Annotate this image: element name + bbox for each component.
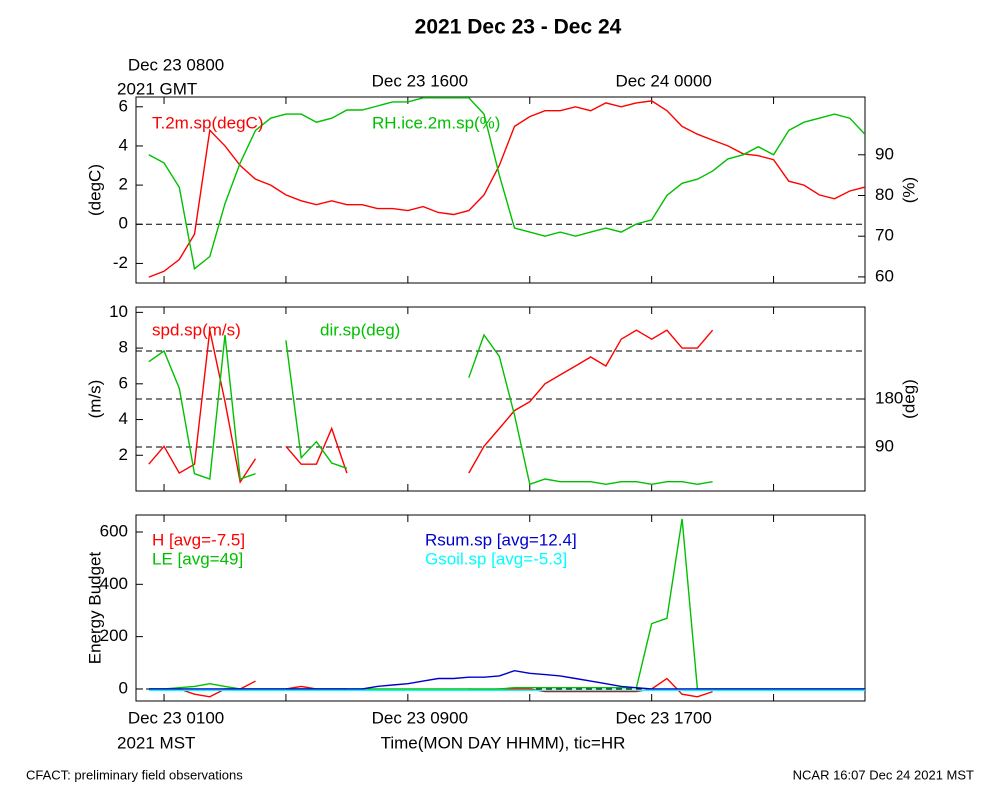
- y-axis-label: Energy Budget: [85, 551, 104, 664]
- y2-tick-label: 80: [875, 185, 894, 204]
- y-tick-label: 200: [100, 626, 128, 645]
- panel-frame: [135, 96, 866, 284]
- y-tick-label: 6: [119, 373, 128, 392]
- y2-axis-label: (deg): [899, 379, 918, 419]
- series-line: [148, 97, 865, 271]
- y2-tick-label: 180: [875, 388, 903, 407]
- x-top-tick-label: Dec 23 0800: [128, 55, 224, 74]
- plot-area: [148, 97, 865, 278]
- y2-axis-label: (%): [899, 177, 918, 203]
- plot-area: [148, 329, 714, 486]
- y-tick-label: 0: [119, 678, 128, 697]
- x-top-tick-label: Dec 23 1600: [372, 71, 468, 90]
- footer-right: NCAR 16:07 Dec 24 2021 MST: [793, 767, 974, 782]
- series-line: [148, 669, 865, 690]
- y-tick-label: 2: [119, 175, 128, 194]
- y-tick-label: 8: [119, 338, 128, 357]
- y-tick-label: 400: [100, 574, 128, 593]
- y-tick-label: 10: [109, 302, 128, 321]
- x-tick-label: Dec 23 0900: [372, 708, 468, 727]
- y-tick-label: 600: [100, 521, 128, 540]
- x-top-tick-label: Dec 24 0000: [615, 71, 711, 90]
- y-tick-label: 4: [119, 135, 128, 154]
- y-tick-label: 0: [119, 214, 128, 233]
- footer-left: CFACT: preliminary field observations: [26, 767, 243, 782]
- y-tick-label: 4: [119, 409, 128, 428]
- y-axis-label: (degC): [85, 164, 104, 216]
- y-tick-label: 6: [119, 96, 128, 115]
- panel-frame: [135, 514, 866, 702]
- y2-tick-label: 70: [875, 226, 894, 245]
- top-time-note: 2021 GMT: [117, 79, 197, 98]
- legend-label: Gsoil.sp [avg=-5.3]: [425, 549, 567, 568]
- y-axis-label: (m/s): [85, 380, 104, 419]
- chart-title: 2021 Dec 23 - Dec 24: [415, 16, 622, 39]
- y2-tick-label: 60: [875, 266, 894, 285]
- legend-label: spd.sp(m/s): [152, 320, 241, 339]
- y2-tick-label: 90: [875, 436, 894, 455]
- x-axis-label: Time(MON DAY HHMM), tic=HR: [381, 733, 626, 752]
- series-line: [148, 329, 714, 484]
- plot-area: [148, 518, 865, 698]
- y-tick-label: 2: [119, 445, 128, 464]
- legend-label: T.2m.sp(degC): [152, 113, 263, 132]
- legend-label: LE [avg=49]: [152, 549, 243, 568]
- legend-label: H [avg=-7.5]: [152, 530, 245, 549]
- x-tick-label: Dec 23 1700: [615, 708, 711, 727]
- legend-label: dir.sp(deg): [320, 320, 400, 339]
- legend-label: RH.ice.2m.sp(%): [372, 113, 500, 132]
- series-line: [148, 333, 713, 486]
- bottom-time-note: 2021 MST: [117, 733, 195, 752]
- y2-tick-label: 90: [875, 144, 894, 163]
- y-tick-label: -2: [113, 253, 128, 272]
- legend-label: Rsum.sp [avg=12.4]: [425, 530, 577, 549]
- x-tick-label: Dec 23 0100: [128, 708, 224, 727]
